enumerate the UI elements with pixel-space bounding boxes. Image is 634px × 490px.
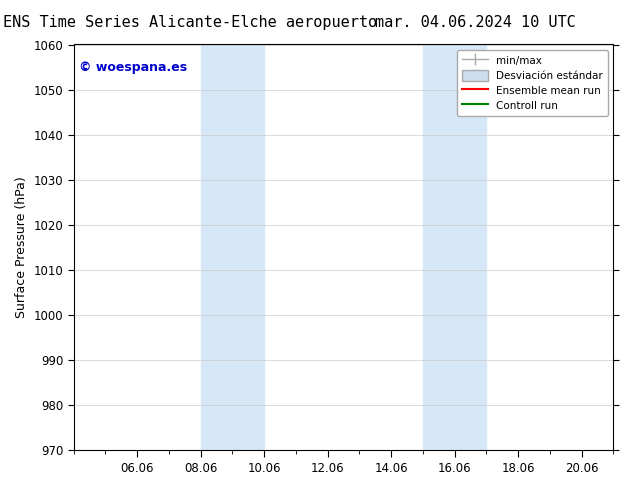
Bar bbox=[423, 45, 486, 450]
Text: © woespana.es: © woespana.es bbox=[79, 61, 187, 74]
Legend: min/max, Desviación estándar, Ensemble mean run, Controll run: min/max, Desviación estándar, Ensemble m… bbox=[456, 49, 608, 116]
Bar bbox=[201, 45, 264, 450]
Text: ENS Time Series Alicante-Elche aeropuerto: ENS Time Series Alicante-Elche aeropuert… bbox=[3, 15, 377, 30]
Text: mar. 04.06.2024 10 UTC: mar. 04.06.2024 10 UTC bbox=[375, 15, 576, 30]
Y-axis label: Surface Pressure (hPa): Surface Pressure (hPa) bbox=[15, 176, 28, 318]
